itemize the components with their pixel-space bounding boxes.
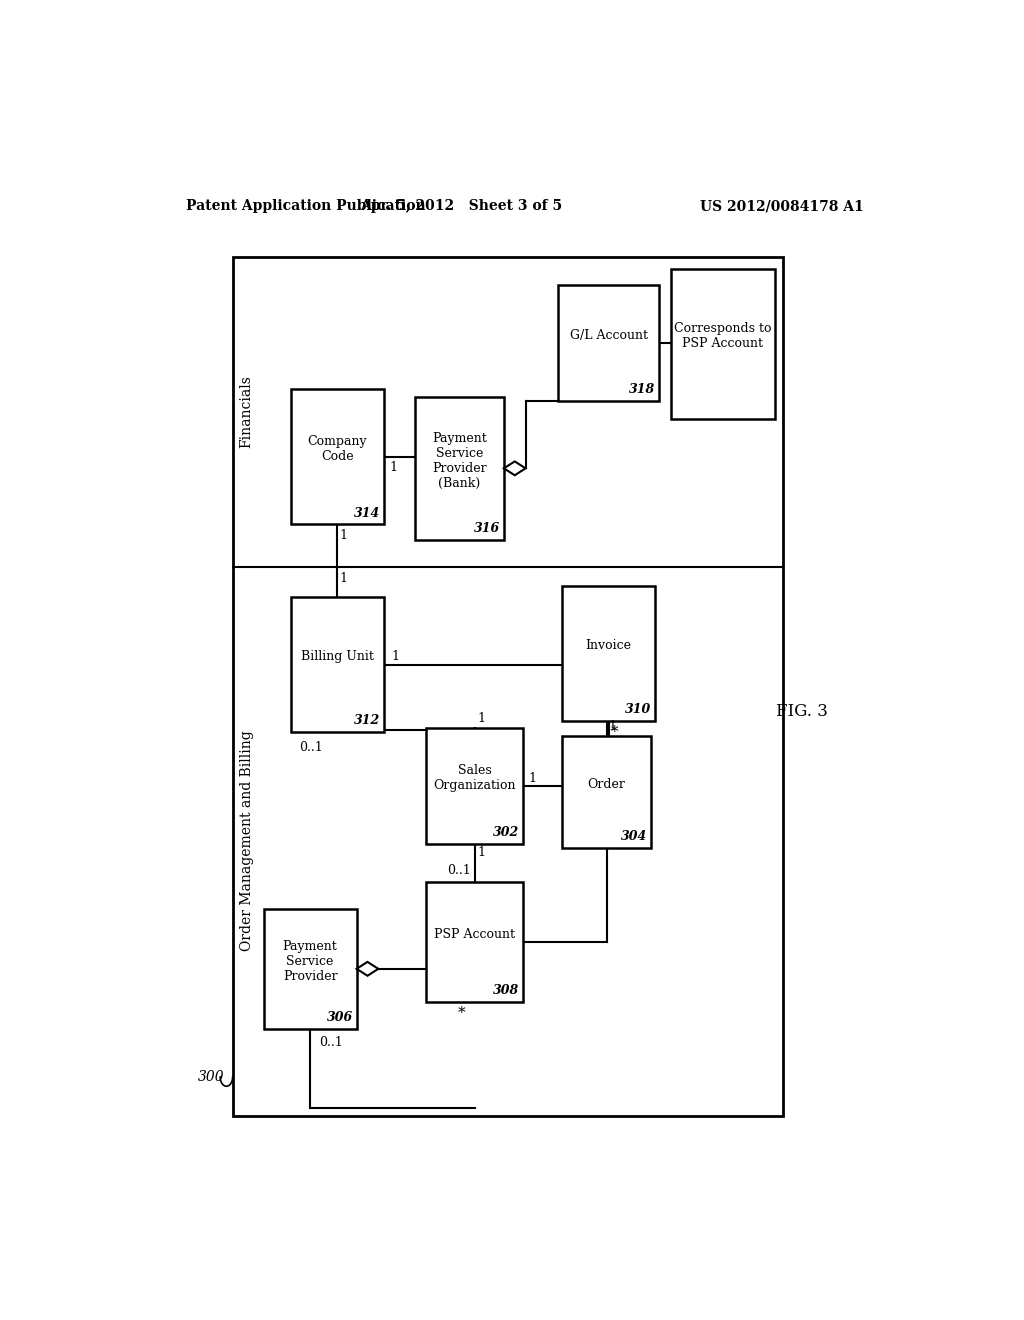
Text: 1: 1 (477, 713, 485, 726)
Text: 304: 304 (621, 830, 647, 843)
Text: Patent Application Publication: Patent Application Publication (186, 199, 426, 213)
Text: 310: 310 (625, 702, 651, 715)
Text: Order Management and Billing: Order Management and Billing (240, 731, 254, 952)
Text: 300: 300 (199, 1071, 225, 1084)
Text: 1: 1 (608, 721, 616, 733)
Bar (558, 285, 658, 401)
Text: 302: 302 (494, 826, 519, 840)
Text: *: * (458, 1006, 466, 1020)
Text: *: * (611, 725, 618, 739)
Bar (291, 597, 384, 733)
Bar (291, 389, 384, 524)
Text: 306: 306 (327, 1011, 352, 1024)
Text: 318: 318 (629, 383, 655, 396)
Text: 1: 1 (528, 772, 537, 785)
Text: 0..1: 0..1 (447, 865, 471, 878)
Text: Order: Order (588, 777, 626, 791)
Bar (671, 268, 775, 418)
Text: 0..1: 0..1 (319, 1036, 343, 1049)
Text: 1: 1 (389, 461, 397, 474)
Text: Corresponds to
PSP Account: Corresponds to PSP Account (674, 322, 771, 350)
Bar (426, 729, 523, 843)
Bar (562, 586, 655, 721)
Text: Financials: Financials (240, 375, 254, 449)
Text: Billing Unit: Billing Unit (301, 651, 374, 664)
Bar (263, 909, 356, 1028)
Text: Invoice: Invoice (586, 639, 632, 652)
Bar (426, 882, 523, 1002)
Text: Payment
Service
Provider: Payment Service Provider (283, 940, 338, 982)
Text: 1: 1 (391, 651, 399, 664)
Text: 314: 314 (353, 507, 380, 520)
Text: Apr. 5, 2012   Sheet 3 of 5: Apr. 5, 2012 Sheet 3 of 5 (360, 199, 562, 213)
Text: US 2012/0084178 A1: US 2012/0084178 A1 (700, 199, 864, 213)
Text: G/L Account: G/L Account (569, 329, 647, 342)
Text: Company
Code: Company Code (307, 436, 367, 463)
Bar (415, 397, 504, 540)
Text: Sales
Organization: Sales Organization (433, 764, 516, 792)
Bar (562, 737, 651, 847)
Bar (232, 257, 783, 1115)
Text: 312: 312 (353, 714, 380, 727)
Text: 1: 1 (339, 529, 347, 543)
Text: Payment
Service
Provider
(Bank): Payment Service Provider (Bank) (432, 432, 486, 490)
Text: 0..1: 0..1 (300, 741, 324, 754)
Text: FIG. 3: FIG. 3 (776, 702, 828, 719)
Text: 308: 308 (494, 983, 519, 997)
Text: 1: 1 (477, 846, 485, 859)
Text: PSP Account: PSP Account (434, 928, 515, 941)
Text: 316: 316 (474, 521, 500, 535)
Text: 1: 1 (339, 572, 347, 585)
